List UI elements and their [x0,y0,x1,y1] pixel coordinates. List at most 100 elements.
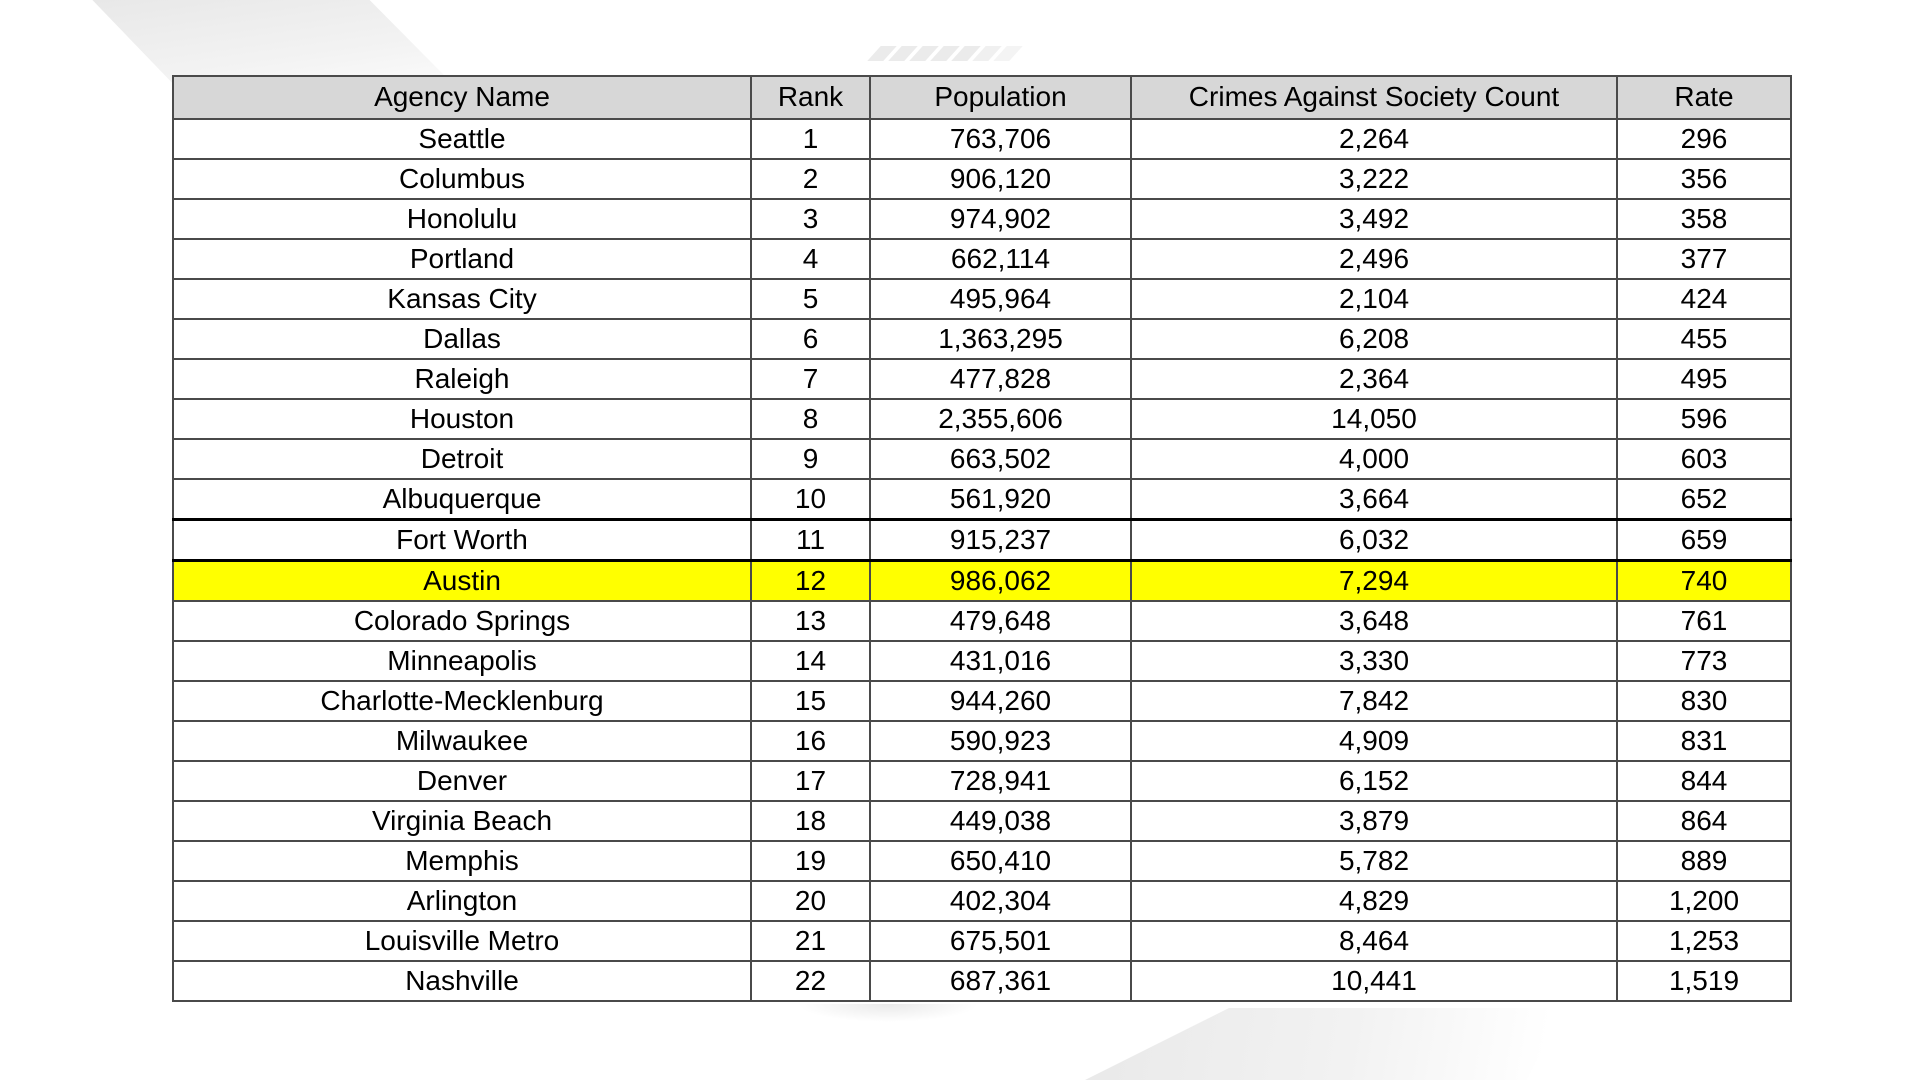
cell-population: 675,501 [869,920,1132,962]
table-row: Portland 4 662,114 2,496 377 [172,238,1792,280]
table-row: Minneapolis 14 431,016 3,330 773 [172,640,1792,682]
cell-population: 906,120 [869,158,1132,200]
cell-agency-name: Kansas City [172,278,752,320]
cell-agency-name: Memphis [172,840,752,882]
table-row: Colorado Springs 13 479,648 3,648 761 [172,600,1792,642]
cell-agency-name: Milwaukee [172,720,752,762]
cell-rate: 740 [1616,559,1792,602]
cell-population: 974,902 [869,198,1132,240]
cell-crimes-count: 10,441 [1130,960,1618,1002]
cell-rank: 20 [750,880,871,922]
cell-agency-name: Portland [172,238,752,280]
table-row: Dallas 6 1,363,295 6,208 455 [172,318,1792,360]
table-row: Fort Worth 11 915,237 6,032 659 [172,518,1792,562]
cell-rate: 377 [1616,238,1792,280]
cell-population: 915,237 [869,518,1132,562]
cell-agency-name: Columbus [172,158,752,200]
cell-rank: 6 [750,318,871,360]
cell-crimes-count: 14,050 [1130,398,1618,440]
cell-population: 479,648 [869,600,1132,642]
cell-population: 477,828 [869,358,1132,400]
cell-rank: 8 [750,398,871,440]
cell-agency-name: Fort Worth [172,518,752,562]
cell-agency-name: Houston [172,398,752,440]
cell-agency-name: Albuquerque [172,478,752,521]
cell-rate: 424 [1616,278,1792,320]
cell-agency-name: Louisville Metro [172,920,752,962]
cell-rank: 15 [750,680,871,722]
table-row: Seattle 1 763,706 2,264 296 [172,118,1792,160]
cell-rank: 10 [750,478,871,521]
cell-population: 986,062 [869,559,1132,602]
cell-rate: 455 [1616,318,1792,360]
cell-population: 2,355,606 [869,398,1132,440]
cell-rank: 19 [750,840,871,882]
table-row: Louisville Metro 21 675,501 8,464 1,253 [172,920,1792,962]
cell-population: 1,363,295 [869,318,1132,360]
cell-rank: 1 [750,118,871,160]
cell-rank: 17 [750,760,871,802]
background-chevron-stripes [867,46,1064,61]
cell-population: 687,361 [869,960,1132,1002]
cell-agency-name: Charlotte-Mecklenburg [172,680,752,722]
cell-population: 650,410 [869,840,1132,882]
cell-crimes-count: 8,464 [1130,920,1618,962]
cell-crimes-count: 5,782 [1130,840,1618,882]
cell-rank: 18 [750,800,871,842]
cell-agency-name: Honolulu [172,198,752,240]
cell-rate: 1,253 [1616,920,1792,962]
column-header-agency-name: Agency Name [172,75,752,120]
table-row: Raleigh 7 477,828 2,364 495 [172,358,1792,400]
cell-rate: 830 [1616,680,1792,722]
column-header-rank: Rank [750,75,871,120]
cell-rank: 2 [750,158,871,200]
table-row: Denver 17 728,941 6,152 844 [172,760,1792,802]
cell-population: 431,016 [869,640,1132,682]
cell-crimes-count: 7,294 [1130,559,1618,602]
cell-population: 663,502 [869,438,1132,480]
cell-rate: 844 [1616,760,1792,802]
cell-agency-name: Minneapolis [172,640,752,682]
table-row: Charlotte-Mecklenburg 15 944,260 7,842 8… [172,680,1792,722]
cell-crimes-count: 3,492 [1130,198,1618,240]
cell-population: 728,941 [869,760,1132,802]
cell-rate: 659 [1616,518,1792,562]
cell-population: 449,038 [869,800,1132,842]
cell-crimes-count: 2,364 [1130,358,1618,400]
crime-stats-table: Agency Name Rank Population Crimes Again… [172,75,1792,1002]
cell-agency-name: Austin [172,559,752,602]
cell-crimes-count: 4,829 [1130,880,1618,922]
background-swoosh-bottom-right [1085,1008,1565,1080]
cell-agency-name: Seattle [172,118,752,160]
cell-rate: 1,200 [1616,880,1792,922]
cell-crimes-count: 4,909 [1130,720,1618,762]
cell-rate: 603 [1616,438,1792,480]
table-row: Arlington 20 402,304 4,829 1,200 [172,880,1792,922]
cell-crimes-count: 3,330 [1130,640,1618,682]
table-row: Houston 8 2,355,606 14,050 596 [172,398,1792,440]
cell-rank: 16 [750,720,871,762]
table-row: Memphis 19 650,410 5,782 889 [172,840,1792,882]
background-arc-bottom [768,1004,1008,1044]
cell-crimes-count: 3,879 [1130,800,1618,842]
cell-rate: 652 [1616,478,1792,521]
table-row: Austin 12 986,062 7,294 740 [172,559,1792,602]
table-row: Virginia Beach 18 449,038 3,879 864 [172,800,1792,842]
table-row: Honolulu 3 974,902 3,492 358 [172,198,1792,240]
table-row: Nashville 22 687,361 10,441 1,519 [172,960,1792,1002]
table-row: Detroit 9 663,502 4,000 603 [172,438,1792,480]
cell-rank: 11 [750,518,871,562]
cell-population: 495,964 [869,278,1132,320]
cell-rate: 831 [1616,720,1792,762]
cell-crimes-count: 6,032 [1130,518,1618,562]
cell-crimes-count: 7,842 [1130,680,1618,722]
table-row: Albuquerque 10 561,920 3,664 652 [172,478,1792,521]
cell-crimes-count: 2,496 [1130,238,1618,280]
cell-rank: 22 [750,960,871,1002]
cell-rate: 1,519 [1616,960,1792,1002]
cell-agency-name: Arlington [172,880,752,922]
cell-population: 402,304 [869,880,1132,922]
table-row: Milwaukee 16 590,923 4,909 831 [172,720,1792,762]
cell-crimes-count: 3,664 [1130,478,1618,521]
